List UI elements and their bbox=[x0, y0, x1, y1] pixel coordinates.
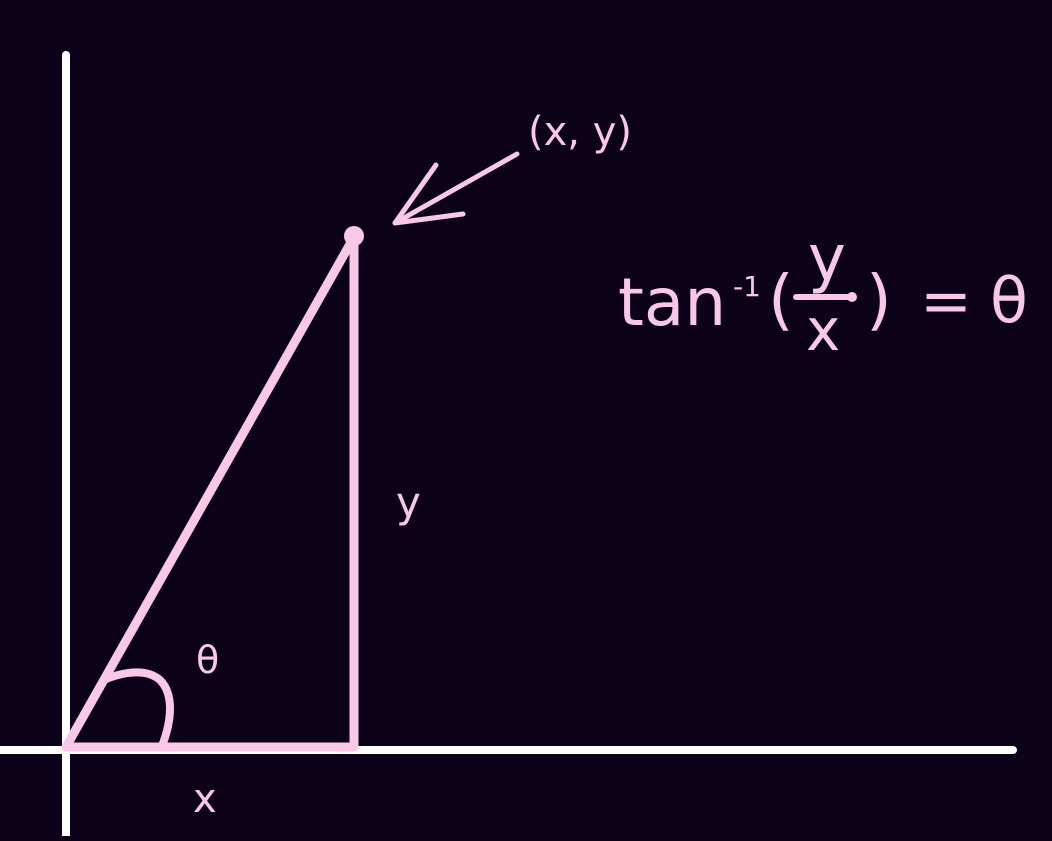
formula-open-paren: ( bbox=[768, 261, 794, 338]
formula-denominator: x bbox=[806, 296, 840, 364]
angle-arc-icon bbox=[100, 668, 174, 750]
y-side-label: y bbox=[396, 478, 421, 527]
formula-equals: = bbox=[920, 264, 972, 337]
formula-close-paren: ) bbox=[866, 261, 892, 338]
formula: tan -1 ( y x ) = θ bbox=[618, 222, 1028, 364]
triangle-hypotenuse bbox=[61, 232, 359, 752]
arrow-icon bbox=[392, 151, 520, 226]
point-marker-icon bbox=[344, 226, 364, 246]
point-label: (x, y) bbox=[528, 109, 632, 155]
theta-label: θ bbox=[196, 638, 219, 682]
formula-numerator: y bbox=[808, 222, 846, 296]
formula-function: tan bbox=[618, 264, 726, 341]
x-side-label: x bbox=[193, 776, 217, 822]
formula-result: θ bbox=[990, 264, 1028, 337]
formula-exponent: -1 bbox=[733, 270, 761, 303]
fraction-bar-dot bbox=[847, 292, 857, 302]
